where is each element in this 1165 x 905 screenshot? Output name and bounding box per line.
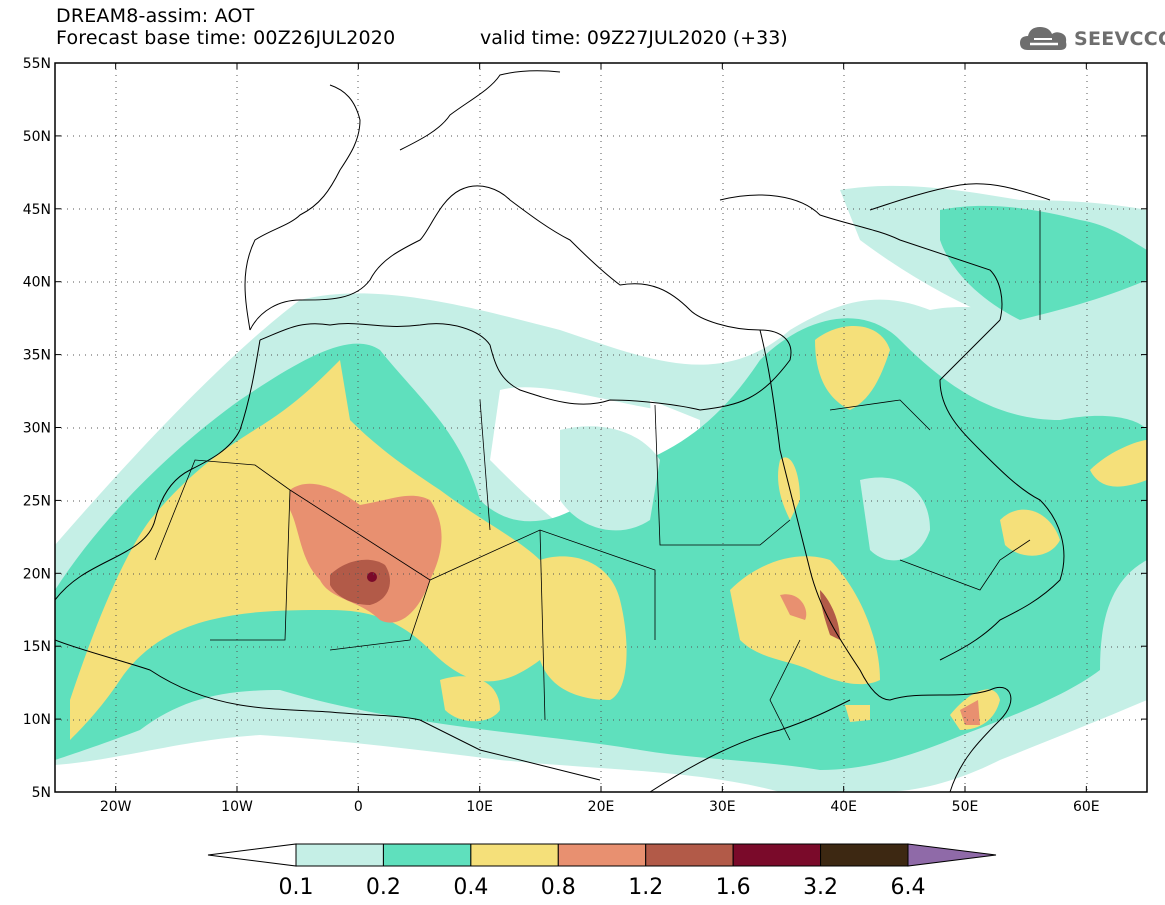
latitude-label: 35N <box>23 348 51 364</box>
colorbar-segment <box>732 843 822 867</box>
valid-time-label: valid time: 09Z27JUL2020 (+33) <box>480 27 788 49</box>
colorbar-segment <box>470 843 559 867</box>
longitude-labels: 20W 10W 0 10E 20E 30E 40E 50E 60E <box>100 799 1100 815</box>
colorbar-label: 0.2 <box>366 875 401 900</box>
colorbar <box>207 843 997 867</box>
colorbar-segment <box>557 843 647 867</box>
colorbar-label: 0.8 <box>541 875 576 900</box>
aot-band-0.8 <box>290 483 442 623</box>
grid <box>55 63 1147 792</box>
longitude-label: 10W <box>221 799 253 815</box>
longitude-label: 30E <box>709 799 736 815</box>
seevccc-logo: SEEVCCC <box>1018 22 1165 58</box>
base-time-label: Forecast base time: 00Z26JUL2020 <box>56 27 396 49</box>
colorbar-label: 1.2 <box>628 875 663 900</box>
latitude-label: 15N <box>23 639 51 655</box>
latitude-label: 5N <box>32 785 51 801</box>
colorbar-label: 0.1 <box>279 875 314 900</box>
latitude-labels: 55N 50N 45N 40N 35N 30N 25N 20N 15N 10N 5N <box>23 56 51 801</box>
colorbar-segment <box>820 843 909 867</box>
latitude-label: 20N <box>23 566 51 582</box>
longitude-label: 60E <box>1073 799 1100 815</box>
colorbar-over-arrow <box>907 843 997 867</box>
colorbar-label: 1.6 <box>716 875 751 900</box>
latitude-label: 30N <box>23 421 51 437</box>
colorbar-segment <box>382 843 472 867</box>
latitude-label: 40N <box>23 275 51 291</box>
longitude-label: 20W <box>100 799 132 815</box>
longitude-label: 10E <box>466 799 493 815</box>
colorbar-label: 6.4 <box>891 875 926 900</box>
latitude-label: 45N <box>23 202 51 218</box>
map-title: DREAM8-assim: AOT <box>56 5 255 27</box>
colorbar-label: 3.2 <box>803 875 838 900</box>
longitude-ticks <box>115 63 1087 792</box>
latitude-label: 55N <box>23 56 51 72</box>
longitude-label: 0 <box>354 799 363 815</box>
coastlines <box>55 70 1065 792</box>
cloud-icon <box>1020 27 1067 50</box>
colorbar-label: 0.4 <box>453 875 488 900</box>
colorbar-under-arrow <box>207 843 297 867</box>
latitude-label: 25N <box>23 493 51 509</box>
longitude-label: 20E <box>588 799 615 815</box>
latitude-ticks <box>55 62 1147 793</box>
aot-field <box>55 63 1147 792</box>
borders <box>154 210 1041 741</box>
longitude-label: 50E <box>952 799 979 815</box>
aot-band-1.2 <box>330 559 390 605</box>
aot-band-1.6 <box>367 572 377 582</box>
colorbar-segment <box>295 843 384 867</box>
colorbar-labels: 0.1 0.2 0.4 0.8 1.2 1.6 3.2 6.4 <box>279 875 926 900</box>
latitude-label: 10N <box>23 712 51 728</box>
colorbar-segment <box>645 843 734 867</box>
longitude-label: 40E <box>830 799 857 815</box>
logo-text: SEEVCCC <box>1074 28 1165 50</box>
latitude-label: 50N <box>23 129 51 145</box>
